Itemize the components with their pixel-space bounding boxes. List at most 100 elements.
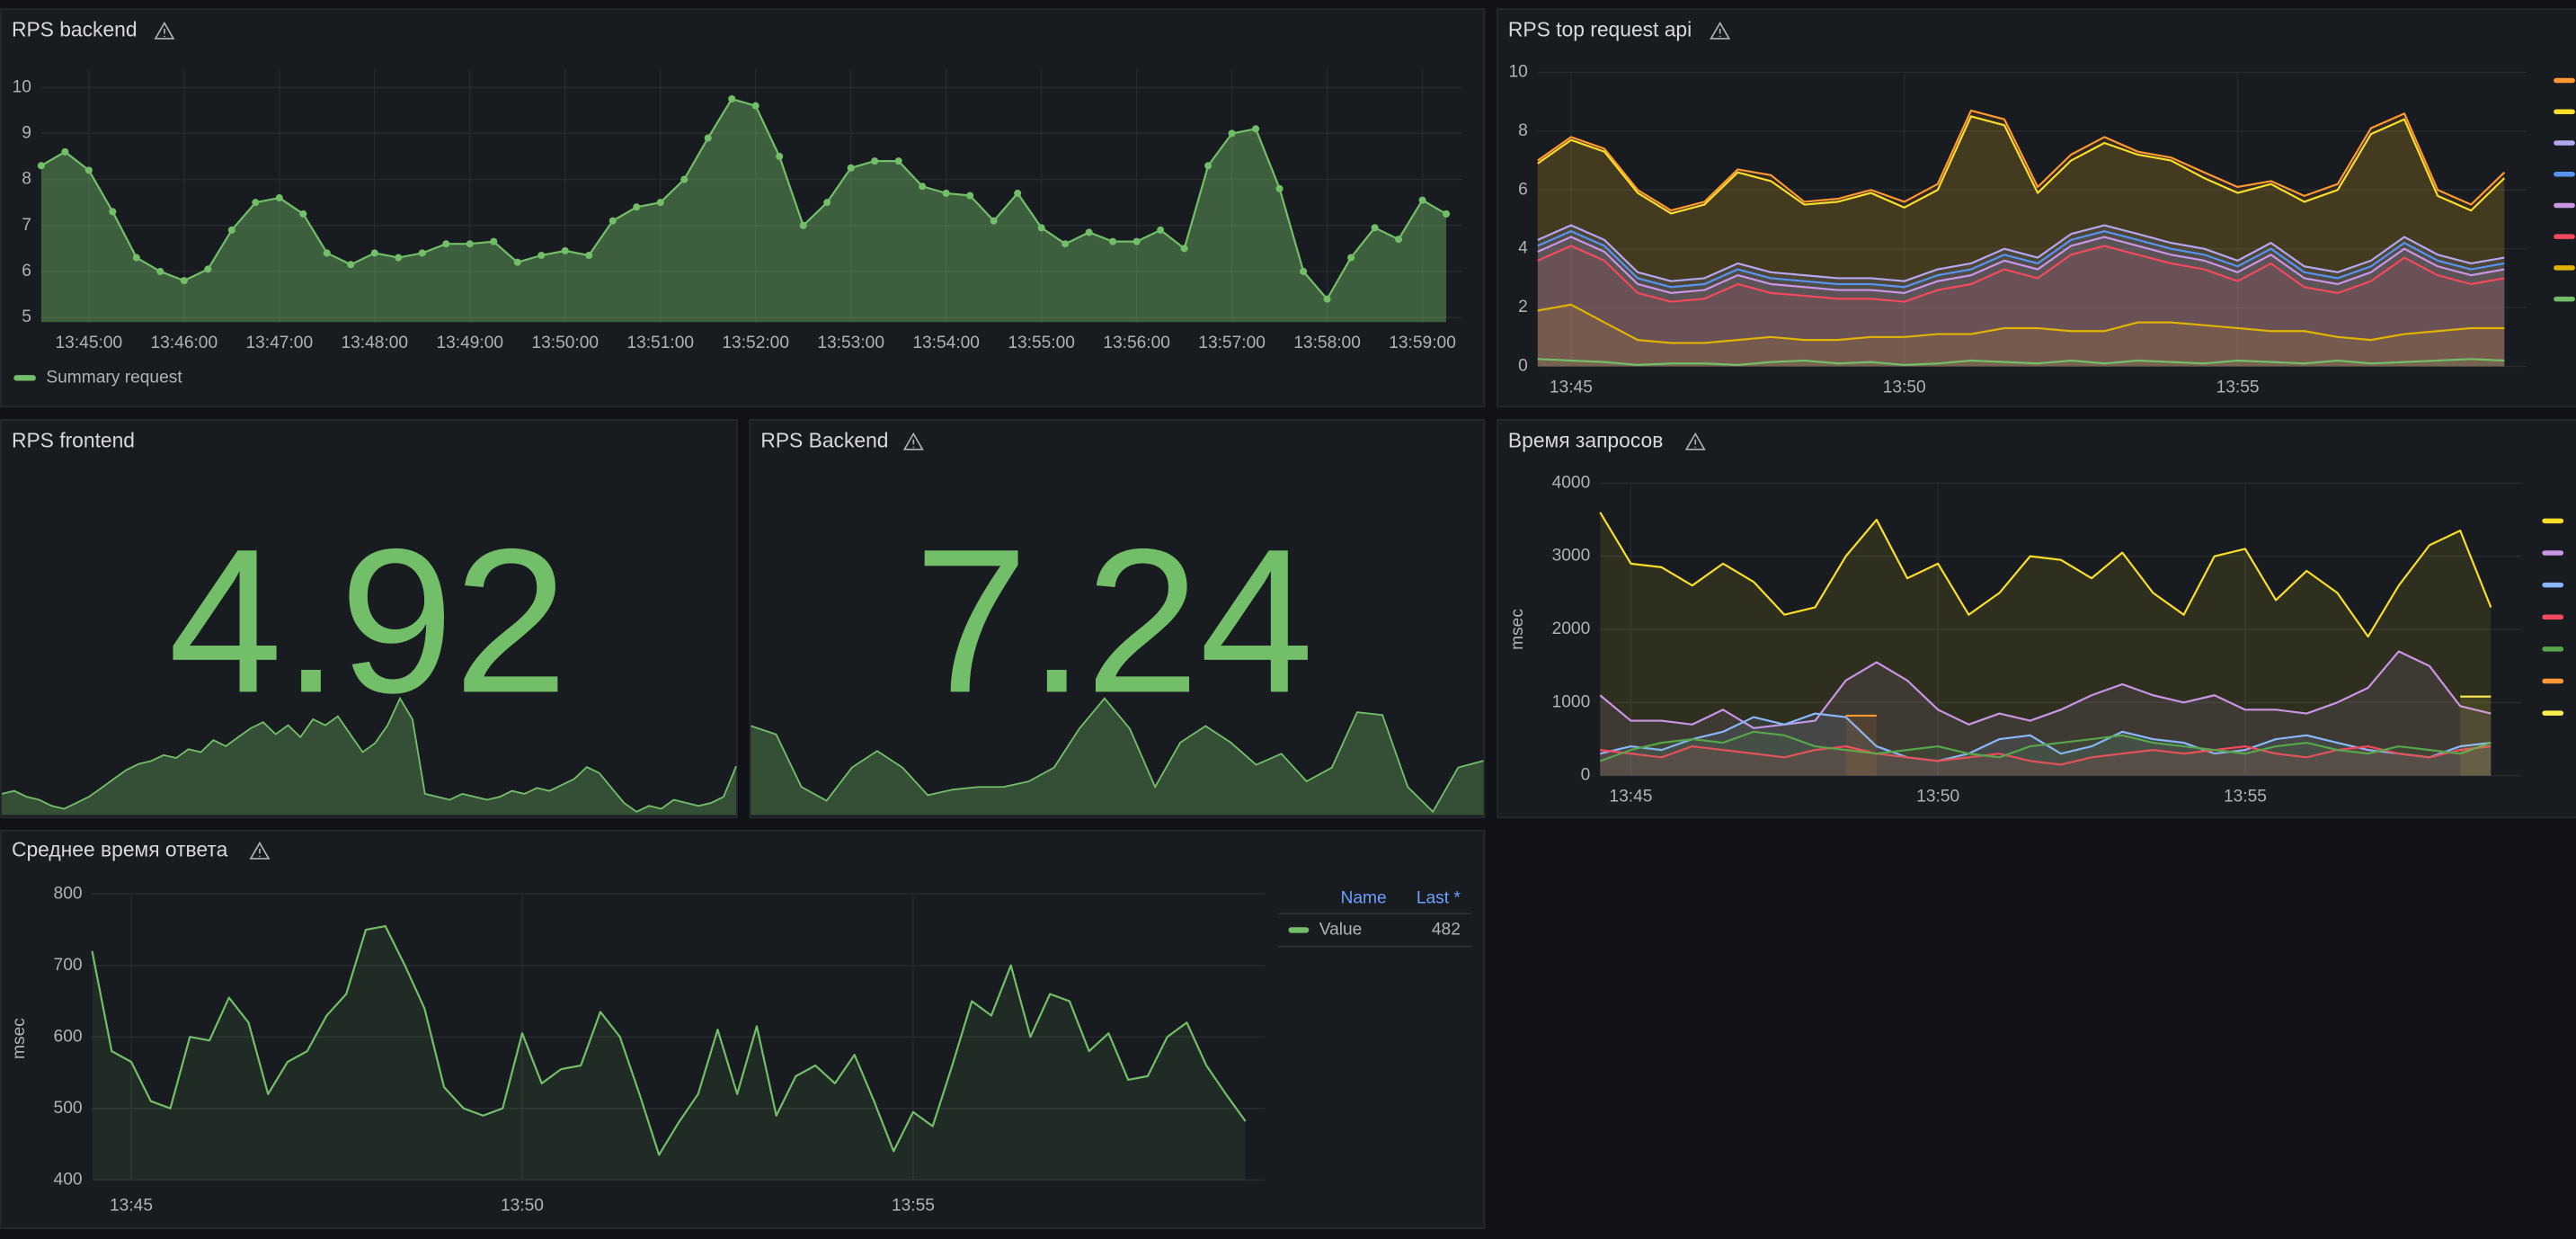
y-tick-label: 4000 — [1552, 473, 1591, 492]
data-point — [823, 199, 831, 207]
y-tick-label: 1000 — [1552, 692, 1591, 711]
warning-icon[interactable] — [902, 432, 924, 450]
data-point — [1014, 189, 1022, 197]
y-tick-label: 4 — [1518, 239, 1528, 258]
y-tick-label: 6 — [1518, 180, 1528, 199]
panel — [0, 829, 1486, 1230]
y-tick-label: 0 — [1518, 357, 1528, 376]
x-tick-label: 13:45 — [110, 1197, 153, 1216]
warning-icon[interactable] — [1710, 21, 1731, 40]
series-line — [1537, 230, 2505, 289]
stat-value: 4.92 — [168, 506, 568, 735]
y-tick-label: 10 — [13, 77, 31, 96]
x-tick-label: 13:53:00 — [817, 334, 884, 352]
series-area — [1537, 116, 2505, 367]
x-tick-label: 13:51:00 — [626, 334, 694, 352]
data-point — [109, 208, 117, 216]
warning-icon[interactable] — [1684, 432, 1706, 450]
x-tick-label: 13:58:00 — [1293, 334, 1361, 352]
data-point — [61, 147, 69, 156]
x-tick-label: 13:49:00 — [436, 334, 503, 352]
series-area — [40, 99, 1446, 323]
sparkline-line — [751, 697, 1484, 814]
data-point — [1061, 240, 1070, 248]
data-point — [561, 246, 569, 254]
series-area — [1537, 231, 2505, 367]
sparkline-area — [2, 698, 736, 816]
y-tick-label: 800 — [54, 884, 83, 903]
y-tick-label: 5 — [22, 308, 31, 326]
panel — [0, 8, 1486, 408]
data-point — [1133, 237, 1141, 245]
x-tick-label: 13:59:00 — [1389, 334, 1456, 352]
series-line — [1537, 109, 2506, 212]
series-line — [1600, 744, 2492, 766]
y-tick-label: 8 — [1518, 121, 1528, 140]
x-tick-label: 13:48:00 — [341, 334, 408, 352]
data-point — [370, 249, 378, 257]
data-point — [252, 199, 260, 207]
legend-header[interactable]: Last * — [1417, 889, 1461, 908]
y-tick-label: 3000 — [1552, 547, 1591, 566]
series-line — [1599, 650, 2492, 729]
series-area — [1600, 731, 2492, 776]
data-point — [751, 102, 759, 110]
y-tick-label: 700 — [54, 956, 83, 975]
panel — [749, 419, 1486, 819]
y-tick-label: 8 — [22, 170, 31, 189]
series-area — [2460, 696, 2492, 776]
data-point — [204, 265, 212, 273]
legend-header[interactable]: Name — [1340, 889, 1386, 908]
x-tick-label: 13:55 — [2216, 378, 2260, 397]
data-point — [442, 240, 450, 248]
panel — [1497, 8, 2576, 408]
x-tick-label: 13:54:00 — [912, 334, 980, 352]
sparkline-line — [1, 696, 737, 813]
data-point — [1157, 226, 1165, 234]
series-area — [1600, 651, 2492, 776]
x-tick-label: 13:50 — [501, 1197, 544, 1216]
data-point — [1085, 228, 1093, 236]
panel-title: RPS top request api — [1508, 18, 1692, 41]
y-tick-label: 6 — [22, 262, 31, 281]
data-point — [1418, 196, 1426, 204]
x-tick-label: 13:50:00 — [531, 334, 599, 352]
data-point — [919, 183, 927, 191]
series-line — [1537, 358, 2505, 367]
x-tick-label: 13:56:00 — [1103, 334, 1170, 352]
data-point — [633, 203, 641, 211]
y-tick-label: 2000 — [1552, 620, 1591, 638]
x-tick-label: 13:47:00 — [245, 334, 313, 352]
data-point — [871, 157, 879, 165]
series-area — [1537, 245, 2505, 367]
data-point — [84, 166, 93, 174]
warning-icon[interactable] — [154, 21, 175, 40]
data-point — [656, 199, 664, 207]
y-tick-label: 2 — [1518, 298, 1528, 316]
x-tick-label: 13:55 — [892, 1197, 935, 1216]
data-point — [585, 251, 593, 260]
series-line — [1537, 245, 2505, 303]
y-axis-label: msec — [10, 1018, 29, 1059]
data-point — [704, 134, 712, 142]
legend-label[interactable]: Value — [1319, 920, 1363, 939]
data-point — [1323, 295, 1331, 303]
series-line — [1537, 224, 2505, 282]
y-tick-label: 7 — [22, 216, 31, 235]
series-line — [1599, 730, 2492, 762]
series-line — [1537, 303, 2505, 344]
data-point — [1109, 237, 1117, 245]
data-point — [728, 95, 736, 103]
y-tick-label: 10 — [1508, 62, 1527, 81]
panel-title: Среднее время ответа — [12, 838, 228, 861]
data-point — [275, 194, 283, 202]
data-point — [1347, 254, 1355, 262]
series-line — [1537, 236, 2505, 294]
data-point — [513, 258, 521, 266]
data-point — [466, 240, 474, 248]
warning-icon[interactable] — [249, 841, 271, 860]
data-point — [1037, 224, 1045, 232]
x-tick-label: 13:45 — [1609, 787, 1652, 806]
data-point — [776, 152, 784, 161]
data-point — [894, 157, 902, 165]
